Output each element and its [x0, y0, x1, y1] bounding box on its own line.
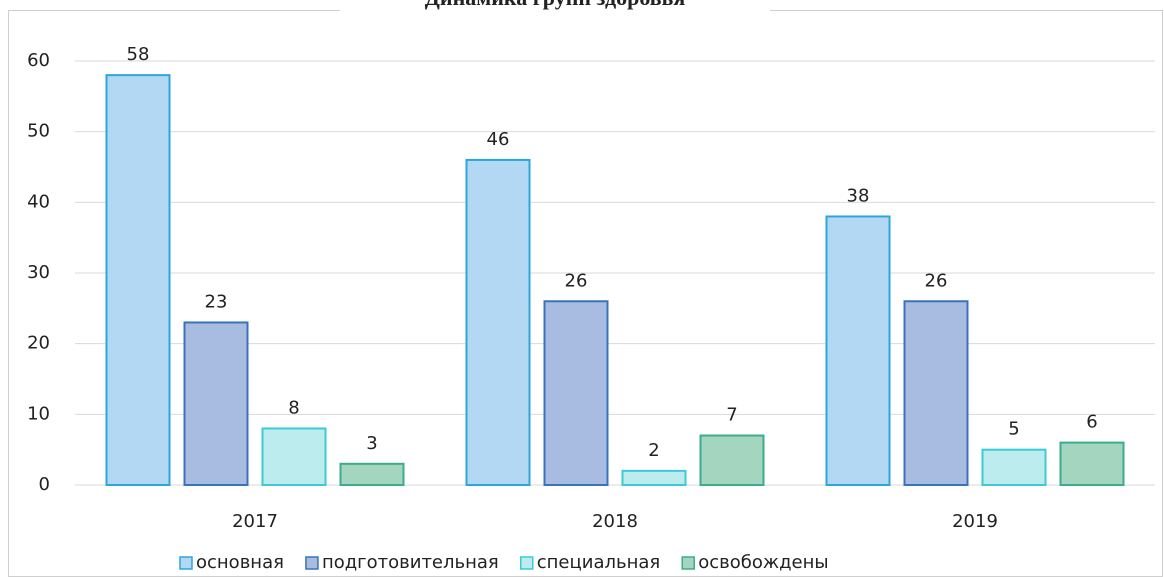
data-label: 58: [127, 44, 150, 65]
y-tick-label: 60: [27, 50, 50, 71]
bar: [105, 74, 171, 486]
data-label: 46: [487, 129, 510, 150]
y-tick-label: 20: [27, 333, 50, 354]
legend-label: освобождены: [698, 552, 828, 573]
data-label: 38: [847, 185, 870, 206]
legend-swatch: [305, 556, 319, 570]
bar: [903, 300, 969, 486]
data-label: 26: [925, 270, 948, 291]
legend-label: специальная: [537, 552, 660, 573]
legend-swatch: [179, 556, 193, 570]
data-label: 5: [1008, 419, 1019, 440]
x-tick-label: 2018: [592, 511, 638, 532]
bar: [981, 448, 1047, 486]
data-label: 3: [366, 433, 377, 454]
y-tick-label: 0: [39, 474, 50, 495]
data-label: 23: [205, 291, 228, 312]
bar: [1059, 441, 1125, 487]
legend-swatch: [520, 556, 534, 570]
y-tick-label: 10: [27, 403, 50, 424]
data-label: 2: [648, 440, 659, 461]
x-tick-label: 2017: [232, 511, 278, 532]
y-tick-label: 30: [27, 262, 50, 283]
legend-label: подготовительная: [322, 552, 499, 573]
data-label: 7: [726, 405, 737, 426]
chart-frame: [8, 10, 1163, 577]
data-label: 8: [288, 397, 299, 418]
x-tick-label: 2019: [952, 511, 998, 532]
bar: [543, 300, 609, 486]
bar: [699, 434, 765, 486]
y-tick-label: 50: [27, 121, 50, 142]
legend-label: основная: [196, 552, 284, 573]
data-label: 26: [565, 270, 588, 291]
bar: [183, 321, 249, 487]
bar: [621, 469, 687, 487]
bar: [339, 462, 405, 486]
title-backdrop: [340, 0, 770, 12]
y-tick-label: 40: [27, 191, 50, 212]
chart-title: Динамика групп здоровья: [425, 0, 686, 10]
bar: [465, 158, 531, 487]
bar: [261, 427, 327, 487]
data-label: 6: [1086, 412, 1097, 433]
bar: [825, 215, 891, 486]
legend-swatch: [681, 556, 695, 570]
